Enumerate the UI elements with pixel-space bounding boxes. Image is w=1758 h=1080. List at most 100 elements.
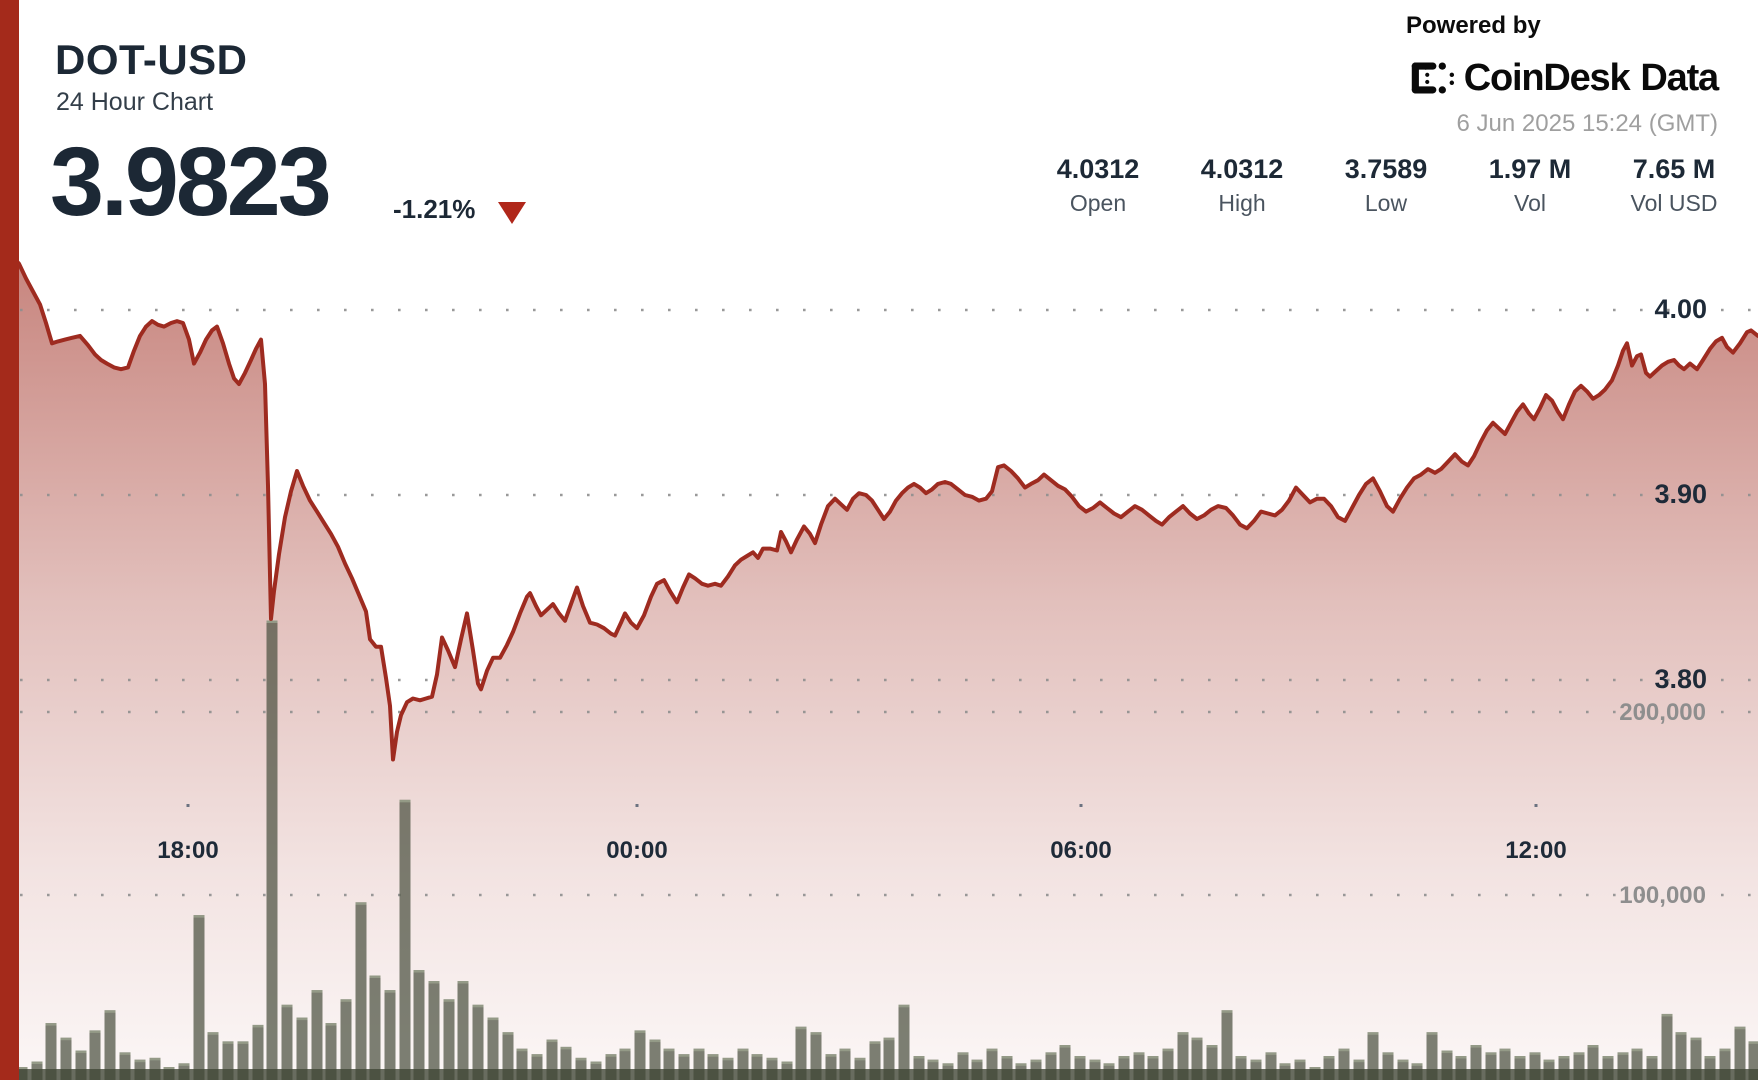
volume-bar [104, 1010, 116, 1080]
stat-item: 3.7589 Low [1342, 154, 1430, 217]
volume-bar [384, 990, 396, 1080]
volume-bar [854, 1057, 866, 1080]
volume-bar [1206, 1045, 1218, 1080]
volume-axis-label: 200,000 [1619, 699, 1706, 726]
volume-bar [722, 1057, 734, 1080]
volume-bar [1221, 1010, 1233, 1080]
volume-bar [311, 990, 323, 1080]
volume-bar [1426, 1032, 1438, 1080]
left-accent-bar [0, 0, 19, 1080]
volume-bar [737, 1048, 749, 1080]
stat-label: Low [1364, 190, 1408, 216]
volume-bar [340, 999, 352, 1080]
price-axis-label: 3.90 [1654, 479, 1707, 509]
volume-bar [1602, 1056, 1614, 1080]
volume-bar [883, 1037, 895, 1080]
volume-bar [546, 1039, 558, 1080]
volume-bar [1690, 1037, 1702, 1080]
volume-bar [119, 1052, 131, 1080]
volume-bar [531, 1054, 543, 1080]
volume-bar [560, 1046, 572, 1080]
volume-bar [1587, 1045, 1599, 1080]
x-axis-tick-dots [186, 804, 1538, 807]
volume-bar [1499, 1048, 1511, 1080]
volume-bar [355, 902, 367, 1080]
volume-bar [1045, 1052, 1057, 1080]
volume-bar [795, 1026, 807, 1080]
volume-bar [1675, 1032, 1687, 1080]
volume-bar [1455, 1056, 1467, 1080]
x-axis-baseline [0, 1069, 1758, 1080]
stat-label: Open [1069, 190, 1127, 216]
volume-bar [1133, 1052, 1145, 1080]
volume-bar [45, 1023, 57, 1080]
volume-bar [1001, 1056, 1013, 1080]
volume-bar [1265, 1052, 1277, 1080]
volume-bar [1059, 1045, 1071, 1080]
stat-label: Vol USD [1630, 190, 1718, 216]
coindesk-logo-icon [1411, 62, 1454, 94]
volume-bar [237, 1041, 249, 1080]
coindesk-data-logo[interactable]: CoinDesk Data [1409, 54, 1719, 102]
volume-bar [1367, 1032, 1379, 1080]
ohlc-stats-row: 4.0312 Open 4.0312 High 3.7589 Low 1.97 … [1054, 154, 1718, 217]
brand-name: CoinDesk [1463, 56, 1631, 99]
time-axis-label: 00:00 [606, 837, 667, 864]
volume-bar [1514, 1056, 1526, 1080]
stat-item: 4.0312 High [1198, 154, 1286, 217]
stat-label: Vol [1514, 190, 1546, 216]
stat-item: 4.0312 Open [1054, 154, 1142, 217]
volume-bar [1748, 1041, 1758, 1080]
volume-bar [89, 1030, 101, 1080]
volume-bar [399, 799, 411, 1080]
volume-bar [605, 1054, 617, 1080]
volume-bar [957, 1052, 969, 1080]
volume-bar [149, 1057, 161, 1080]
volume-bar [1235, 1056, 1247, 1080]
volume-axis-label: 100,000 [1619, 882, 1706, 909]
volume-bar [1323, 1056, 1335, 1080]
page-title: DOT-USD [55, 36, 248, 83]
stat-value: 4.0312 [1056, 154, 1140, 184]
volume-bar [1177, 1032, 1189, 1080]
volume-bar [281, 1004, 293, 1080]
volume-bar [751, 1054, 763, 1080]
volume-bar [428, 981, 440, 1080]
volume-bar [825, 1054, 837, 1080]
volume-bar [663, 1048, 675, 1080]
volume-bar [913, 1056, 925, 1080]
stat-value: 3.7589 [1344, 154, 1428, 184]
volume-bar [502, 1032, 514, 1080]
volume-bar [649, 1039, 661, 1080]
volume-bar [60, 1037, 72, 1080]
stat-value: 7.65 M [1632, 154, 1716, 184]
volume-bar [1573, 1052, 1585, 1080]
volume-bar [222, 1041, 234, 1080]
volume-bar [1162, 1048, 1174, 1080]
volume-bar [1485, 1052, 1497, 1080]
stat-item: 1.97 M Vol [1486, 154, 1574, 217]
stat-item: 7.65 M Vol USD [1630, 154, 1718, 217]
volume-bar [619, 1048, 631, 1080]
volume-bar [1074, 1056, 1086, 1080]
volume-bar [839, 1048, 851, 1080]
volume-bar [1646, 1056, 1658, 1080]
volume-bar [1118, 1056, 1130, 1080]
volume-bar [634, 1030, 646, 1080]
price-area-fill [0, 248, 1758, 1080]
time-axis-label: 12:00 [1505, 837, 1566, 864]
volume-bar [457, 981, 469, 1080]
price-change-percent: -1.21% [393, 194, 476, 224]
volume-bar [516, 1048, 528, 1080]
volume-bar [1558, 1056, 1570, 1080]
volume-bar [575, 1057, 587, 1080]
volume-bar [1631, 1048, 1643, 1080]
chart-subtitle: 24 Hour Chart [56, 88, 214, 116]
volume-bar [1191, 1037, 1203, 1080]
volume-bar [487, 1017, 499, 1080]
volume-bar [325, 1023, 337, 1080]
volume-bar [369, 975, 381, 1080]
volume-bar [193, 915, 205, 1080]
volume-bar [693, 1048, 705, 1080]
